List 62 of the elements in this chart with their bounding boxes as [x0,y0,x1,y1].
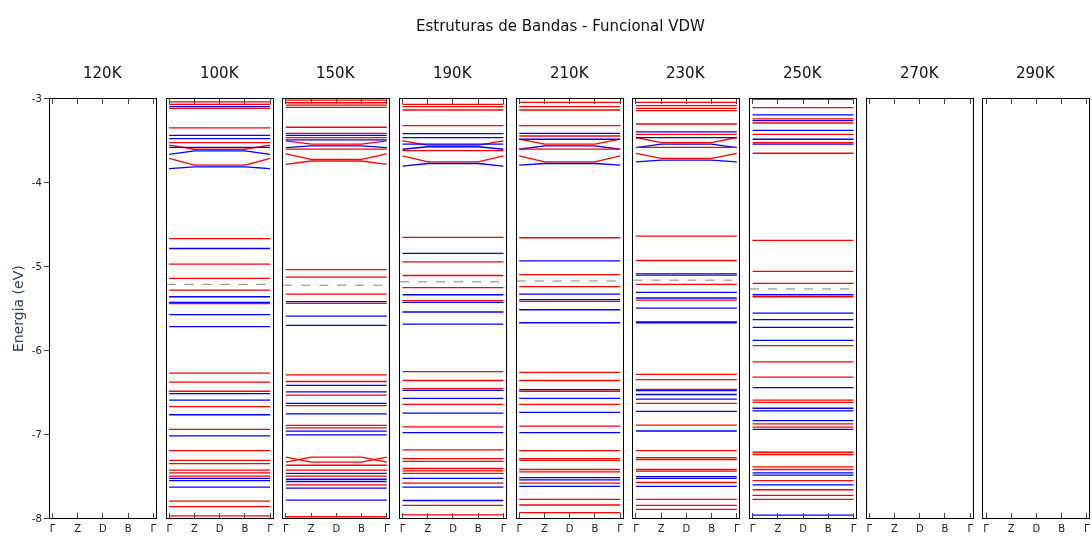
x-tick-label: Z [307,522,315,534]
x-tick-label: Γ [850,522,857,534]
x-tick-label: Z [891,522,899,534]
chart-title: 250K [783,64,823,82]
chart-title: 230K [666,64,706,82]
x-tick-label: Γ [1084,522,1091,534]
x-tick-label: Z [657,522,665,534]
x-tick-label: Z [774,522,782,534]
x-tick-label: D [682,522,691,534]
x-tick-label: Γ [749,522,756,534]
x-tick-label: Γ [500,522,507,534]
x-tick-label: B [824,522,832,534]
x-tick-label: D [915,522,924,534]
x-tick-label: B [591,522,599,534]
chart-title: 120K [83,64,123,82]
x-tick-label: Γ [516,522,523,534]
x-tick-label: D [332,522,341,534]
x-tick-label: Γ [734,522,741,534]
x-tick-label: Γ [267,522,274,534]
chart-title: 190K [433,64,473,82]
x-tick-label: Γ [983,522,990,534]
x-tick-label: Z [424,522,432,534]
x-tick-label: B [241,522,249,534]
y-tick-label: -3 [31,93,42,105]
y-tick-label: -8 [31,512,42,524]
x-tick-label: B [124,522,132,534]
x-tick-label: Z [190,522,198,534]
x-tick-label: Γ [150,522,157,534]
chart-title: 150K [316,64,356,82]
x-tick-label: Γ [383,522,390,534]
x-tick-label: B [474,522,482,534]
x-tick-label: Γ [399,522,406,534]
chart-title: 100K [200,64,240,82]
x-tick-label: B [708,522,716,534]
y-tick-label: -5 [31,261,42,273]
x-tick-label: Γ [617,522,624,534]
x-tick-label: Γ [866,522,873,534]
x-tick-label: Γ [283,522,290,534]
x-tick-label: Γ [166,522,173,534]
x-tick-label: Z [74,522,82,534]
x-tick-label: Z [541,522,549,534]
x-tick-label: D [1032,522,1041,534]
x-tick-label: Γ [633,522,640,534]
chart-title: 210K [550,64,590,82]
y-tick-label: -4 [31,177,42,189]
text: Estruturas de Bandas - Funcional VDW [416,17,706,35]
x-tick-label: D [565,522,574,534]
x-tick-label: D [215,522,224,534]
y-tick-label: -7 [31,429,42,441]
x-tick-label: D [799,522,808,534]
chart-title: 270K [900,64,940,82]
x-tick-label: D [449,522,458,534]
x-tick-label: B [1058,522,1066,534]
chart-title: 290K [1016,64,1056,82]
x-tick-label: Γ [49,522,56,534]
y-axis-title: Energia (eV) [10,265,27,353]
x-tick-label: D [99,522,108,534]
x-tick-label: B [358,522,366,534]
x-tick-label: B [941,522,949,534]
x-tick-label: Γ [967,522,974,534]
y-tick-label: -6 [31,345,42,357]
x-tick-label: Z [1007,522,1015,534]
